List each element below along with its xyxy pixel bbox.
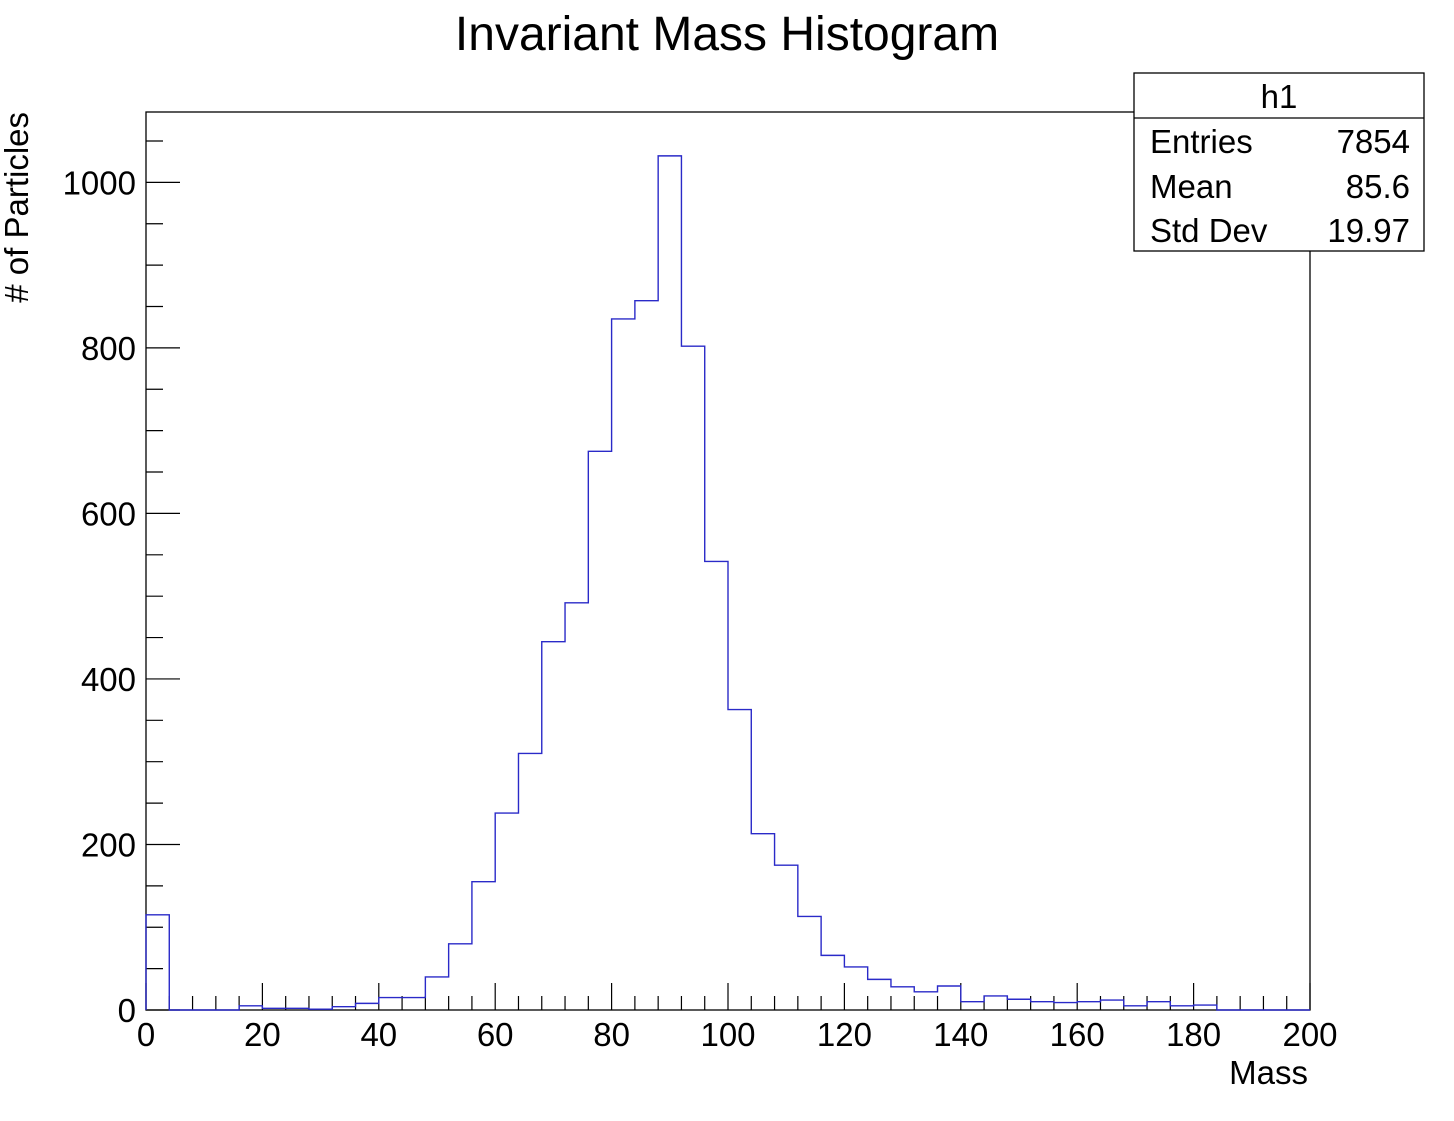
- x-tick-label: 180: [1166, 1016, 1221, 1053]
- y-tick-label: 200: [81, 826, 136, 863]
- histogram-bin: [1077, 1002, 1100, 1010]
- stats-entries-value: 7854: [1337, 123, 1410, 160]
- histogram-bin: [402, 998, 425, 1010]
- histogram-bin: [635, 301, 658, 1010]
- histogram-bin: [914, 992, 937, 1010]
- x-tick-label: 80: [593, 1016, 630, 1053]
- x-axis-ticks: 0 20 40 60 80 100 120 140 160 180 200: [137, 983, 1338, 1053]
- stats-stddev-label: Std Dev: [1150, 212, 1268, 249]
- y-tick-label: 400: [81, 661, 136, 698]
- y-tick-label: 0: [118, 992, 136, 1029]
- histogram-bin: [751, 834, 774, 1010]
- histogram-bin: [449, 944, 472, 1010]
- x-tick-label: 20: [244, 1016, 281, 1053]
- stats-mean-label: Mean: [1150, 168, 1233, 205]
- x-axis-title: Mass: [1229, 1054, 1308, 1091]
- histogram-bin: [588, 451, 611, 1010]
- chart-title: Invariant Mass Histogram: [455, 8, 999, 61]
- histogram-bin: [356, 1003, 379, 1010]
- x-tick-label: 100: [700, 1016, 755, 1053]
- x-tick-label: 140: [933, 1016, 988, 1053]
- histogram-bin: [1194, 1005, 1217, 1010]
- histogram-bin: [542, 642, 565, 1010]
- histogram-bin: [425, 977, 448, 1010]
- histogram-bin: [565, 603, 588, 1010]
- y-axis-ticks: 0 200 400 600 800 1000: [63, 140, 180, 1029]
- histogram-bin: [798, 916, 821, 1010]
- x-tick-label: 200: [1282, 1016, 1337, 1053]
- histogram-bin: [728, 710, 751, 1010]
- y-tick-label: 800: [81, 330, 136, 367]
- histogram-bin: [1007, 999, 1030, 1010]
- stats-box: h1 Entries 7854 Mean 85.6 Std Dev 19.97: [1133, 72, 1425, 252]
- histogram-bin: [821, 955, 844, 1010]
- stats-mean-value: 85.6: [1346, 168, 1410, 205]
- histogram-bin: [681, 346, 704, 1010]
- histogram-bin: [961, 1002, 984, 1010]
- histogram-bin: [775, 865, 798, 1010]
- stats-entries-label: Entries: [1150, 123, 1253, 160]
- x-tick-label: 40: [360, 1016, 397, 1053]
- histogram-bin: [891, 987, 914, 1010]
- histogram-bin: [472, 882, 495, 1010]
- histogram-outline: [145, 155, 1310, 1011]
- histogram-bin: [844, 967, 867, 1010]
- histogram-bin: [1031, 1002, 1054, 1010]
- stats-box-frame: [1133, 72, 1425, 252]
- histogram-bin: [705, 561, 728, 1010]
- histogram-bin: [518, 753, 541, 1010]
- histogram-bin: [1054, 1003, 1077, 1010]
- x-tick-label: 60: [477, 1016, 514, 1053]
- histogram-bin: [1147, 1002, 1170, 1010]
- histogram-bin: [938, 986, 961, 1010]
- histogram-bin: [612, 319, 635, 1010]
- y-tick-label: 1000: [63, 164, 136, 201]
- histogram-bin: [1100, 1000, 1123, 1010]
- stats-stddev-value: 19.97: [1327, 212, 1410, 249]
- x-tick-label: 120: [817, 1016, 872, 1053]
- x-tick-label: 160: [1050, 1016, 1105, 1053]
- histogram-bin: [495, 813, 518, 1010]
- histogram-bin: [984, 996, 1007, 1010]
- y-axis-title: # of Particles: [0, 112, 35, 303]
- stats-box-title: h1: [1261, 78, 1298, 115]
- histogram-bin: [146, 915, 169, 1010]
- y-tick-label: 600: [81, 495, 136, 532]
- histogram-bin: [658, 156, 681, 1010]
- x-tick-label: 0: [137, 1016, 155, 1053]
- histogram-bin: [868, 979, 891, 1010]
- histogram-bin: [379, 998, 402, 1010]
